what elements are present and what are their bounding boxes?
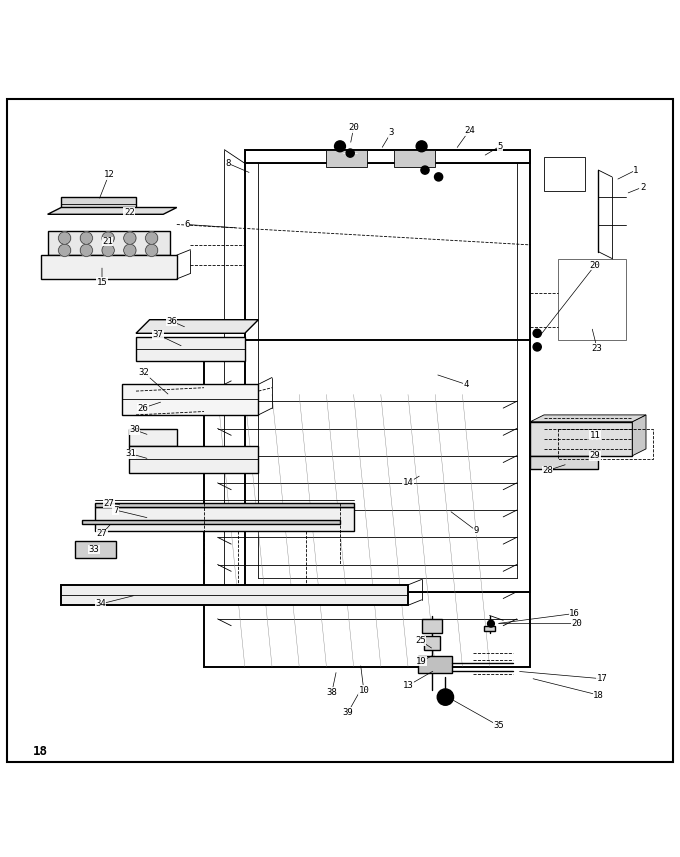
Text: 33: 33 (88, 545, 99, 554)
Polygon shape (530, 415, 646, 422)
Polygon shape (122, 384, 258, 415)
Circle shape (80, 244, 92, 256)
Text: 27: 27 (103, 499, 114, 508)
Text: 12: 12 (103, 171, 114, 179)
Text: 39: 39 (343, 708, 354, 716)
Polygon shape (61, 584, 408, 605)
Circle shape (80, 232, 92, 244)
Text: 34: 34 (95, 599, 106, 608)
Text: 27: 27 (97, 530, 107, 538)
Text: 37: 37 (152, 330, 163, 339)
Polygon shape (484, 626, 495, 631)
Bar (245, 150, 530, 591)
Text: 9: 9 (473, 526, 479, 535)
Text: 14: 14 (403, 478, 413, 488)
Circle shape (421, 166, 429, 174)
Text: 20: 20 (348, 123, 359, 133)
Polygon shape (530, 456, 598, 470)
Polygon shape (95, 503, 354, 506)
Text: 22: 22 (124, 207, 135, 217)
Polygon shape (136, 320, 258, 333)
Circle shape (435, 173, 443, 181)
Polygon shape (41, 255, 177, 279)
Bar (558, 259, 626, 340)
Circle shape (533, 343, 541, 351)
Text: 10: 10 (358, 686, 369, 695)
Polygon shape (418, 656, 452, 674)
Text: 19: 19 (416, 656, 427, 666)
Text: 16: 16 (569, 609, 580, 618)
Bar (204, 340, 530, 667)
Text: 25: 25 (415, 636, 426, 645)
Text: 8: 8 (225, 159, 231, 168)
Text: 32: 32 (139, 369, 150, 377)
Polygon shape (129, 446, 258, 473)
Text: 3: 3 (388, 129, 394, 137)
Text: 6: 6 (184, 220, 190, 229)
Polygon shape (61, 197, 136, 211)
Circle shape (146, 244, 158, 256)
Text: 2: 2 (640, 183, 645, 192)
Circle shape (437, 689, 454, 705)
Text: 20: 20 (571, 619, 582, 628)
Text: 7: 7 (113, 506, 118, 514)
Circle shape (124, 244, 136, 256)
Polygon shape (48, 231, 170, 255)
Text: 24: 24 (464, 126, 475, 135)
Circle shape (102, 244, 114, 256)
Text: 35: 35 (493, 721, 504, 730)
Circle shape (102, 232, 114, 244)
Text: 18: 18 (33, 745, 48, 758)
Text: 29: 29 (590, 451, 600, 460)
Polygon shape (632, 415, 646, 456)
Circle shape (124, 232, 136, 244)
Circle shape (488, 620, 494, 627)
Text: 1: 1 (633, 165, 639, 175)
Circle shape (146, 232, 158, 244)
Circle shape (58, 244, 71, 256)
Polygon shape (530, 422, 632, 456)
Bar (326, 150, 367, 167)
Polygon shape (48, 207, 177, 214)
Circle shape (58, 232, 71, 244)
Text: 30: 30 (129, 425, 140, 434)
Text: 17: 17 (596, 674, 607, 683)
Text: 13: 13 (403, 681, 413, 690)
Bar (394, 150, 435, 167)
Circle shape (346, 149, 354, 157)
Polygon shape (82, 520, 340, 524)
Polygon shape (422, 619, 442, 632)
Text: 18: 18 (593, 691, 604, 699)
Text: 15: 15 (97, 278, 107, 287)
Text: 20: 20 (590, 261, 600, 270)
Text: 31: 31 (125, 449, 136, 458)
Text: 23: 23 (592, 344, 602, 353)
Polygon shape (95, 506, 354, 530)
Text: 28: 28 (542, 466, 553, 475)
Text: 26: 26 (137, 404, 148, 412)
Circle shape (533, 329, 541, 338)
Text: 5: 5 (497, 141, 503, 151)
Text: 11: 11 (590, 431, 600, 440)
Polygon shape (75, 541, 116, 558)
Text: 4: 4 (463, 380, 469, 389)
Text: 21: 21 (102, 237, 113, 246)
Circle shape (416, 141, 427, 152)
Text: 38: 38 (326, 688, 337, 697)
Polygon shape (136, 337, 245, 361)
Circle shape (335, 141, 345, 152)
Text: 36: 36 (166, 316, 177, 326)
Polygon shape (424, 636, 440, 650)
Polygon shape (129, 428, 177, 446)
